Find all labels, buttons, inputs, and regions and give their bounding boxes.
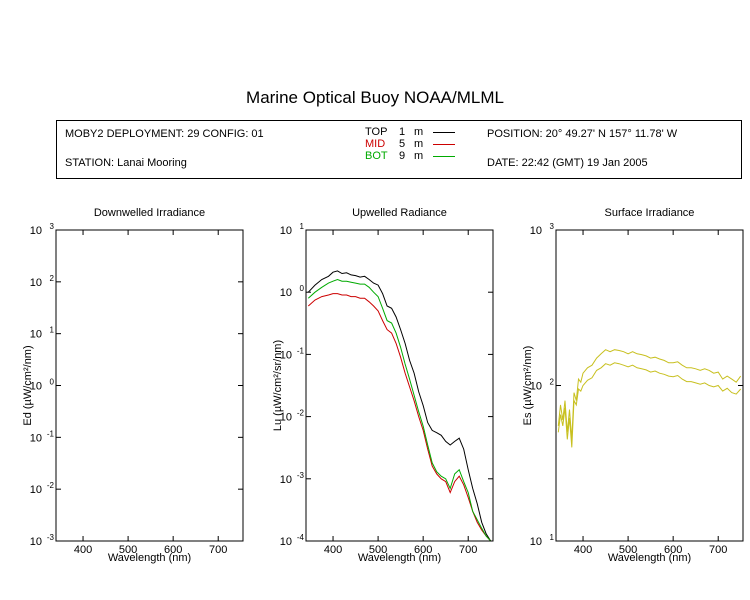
series-line-es-lower bbox=[557, 362, 742, 448]
y-tick-label: 10 bbox=[280, 349, 292, 361]
position-text: POSITION: 20° 49.27' N 157° 11.78' W bbox=[487, 128, 678, 140]
deployment-text: MOBY2 DEPLOYMENT: 29 CONFIG: 01 bbox=[65, 128, 264, 140]
y-tick-exponent: -3 bbox=[297, 471, 305, 480]
y-tick-exponent: 1 bbox=[50, 326, 55, 335]
x-tick-label: 700 bbox=[709, 544, 727, 556]
series-line-es-upper bbox=[557, 349, 742, 440]
x-tick-label: 400 bbox=[324, 544, 342, 556]
legend-top-unit: m bbox=[414, 126, 424, 138]
chart-es: Surface Irradiance 400 500 600 700 10 1 10 2 10 3 W… bbox=[522, 207, 744, 564]
y-tick-exponent: -1 bbox=[297, 346, 305, 355]
x-tick-label: 700 bbox=[459, 544, 477, 556]
legend-top-line bbox=[433, 132, 455, 133]
x-axis-label: Wavelength (nm) bbox=[608, 552, 691, 564]
y-tick-exponent: 0 bbox=[50, 378, 55, 387]
plot-frame bbox=[55, 229, 244, 542]
legend-bot-unit: m bbox=[414, 150, 424, 162]
series-line-top bbox=[307, 270, 492, 541]
chart-title: Downwelled Irradiance bbox=[94, 207, 205, 219]
x-tick-label: 700 bbox=[209, 544, 227, 556]
figure-title: Marine Optical Buoy NOAA/MLML bbox=[246, 88, 504, 107]
series-line-bot bbox=[307, 278, 492, 541]
y-tick-label: 10 bbox=[30, 536, 42, 548]
y-tick-exponent: 2 bbox=[50, 274, 55, 283]
y-tick-label: 10 bbox=[280, 536, 292, 548]
y-tick-label: 10 bbox=[280, 287, 292, 299]
plot-frame bbox=[555, 229, 744, 542]
y-tick-label: 10 bbox=[280, 225, 292, 237]
y-tick-label: 10 bbox=[530, 536, 542, 548]
y-tick-label: 10 bbox=[30, 381, 42, 393]
y-tick-label: 10 bbox=[530, 381, 542, 393]
y-axis-label: Es (µW/cm²/nm) bbox=[522, 346, 534, 426]
y-tick-exponent: 1 bbox=[550, 533, 555, 542]
chart-title: Surface Irradiance bbox=[605, 207, 695, 219]
y-tick-exponent: -2 bbox=[297, 409, 305, 418]
legend-top-name: TOP bbox=[365, 126, 388, 138]
x-tick-label: 600 bbox=[664, 544, 682, 556]
x-tick-label: 600 bbox=[164, 544, 182, 556]
y-tick-exponent: 3 bbox=[50, 222, 55, 231]
legend-mid-depth: 5 bbox=[399, 138, 406, 150]
info-box: MOBY2 DEPLOYMENT: 29 CONFIG: 01 STATION:… bbox=[56, 120, 742, 179]
y-axis-label: Lu (µW/cm²/sr/nm) bbox=[272, 340, 284, 431]
legend-mid-line bbox=[433, 144, 455, 145]
y-tick-exponent: 0 bbox=[300, 284, 305, 293]
y-tick-label: 10 bbox=[30, 432, 42, 444]
station-text: STATION: Lanai Mooring bbox=[65, 157, 187, 169]
plot-frame bbox=[305, 229, 494, 542]
y-tick-exponent: -1 bbox=[47, 429, 55, 438]
y-tick-label: 10 bbox=[280, 412, 292, 424]
y-axis-label: Ed (µW/cm²/nm) bbox=[22, 345, 34, 425]
y-tick-exponent: -4 bbox=[297, 533, 305, 542]
x-tick-label: 400 bbox=[574, 544, 592, 556]
y-tick-exponent: 2 bbox=[550, 378, 555, 387]
y-tick-label: 10 bbox=[30, 484, 42, 496]
legend-top-depth: 1 bbox=[399, 126, 406, 138]
y-tick-exponent: 3 bbox=[550, 222, 555, 231]
x-tick-label: 500 bbox=[369, 544, 387, 556]
y-tick-label: 10 bbox=[530, 225, 542, 237]
y-tick-label: 10 bbox=[30, 329, 42, 341]
x-axis-label: Wavelength (nm) bbox=[108, 552, 191, 564]
series-line-mid bbox=[307, 293, 492, 541]
x-tick-label: 400 bbox=[74, 544, 92, 556]
y-tick-exponent: 1 bbox=[300, 222, 305, 231]
date-text: DATE: 22:42 (GMT) 19 Jan 2005 bbox=[487, 157, 648, 169]
x-tick-label: 500 bbox=[619, 544, 637, 556]
legend-bot-line bbox=[433, 156, 455, 157]
y-tick-exponent: -2 bbox=[47, 481, 55, 490]
legend-mid-unit: m bbox=[414, 138, 424, 150]
x-tick-label: 600 bbox=[414, 544, 432, 556]
x-tick-label: 500 bbox=[119, 544, 137, 556]
legend-bot-name: BOT bbox=[365, 150, 388, 162]
x-axis-label: Wavelength (nm) bbox=[358, 552, 441, 564]
legend-mid-name: MID bbox=[365, 138, 386, 150]
y-tick-exponent: -3 bbox=[47, 533, 55, 542]
y-tick-label: 10 bbox=[30, 225, 42, 237]
legend-bot-depth: 9 bbox=[399, 150, 406, 162]
y-tick-label: 10 bbox=[280, 474, 292, 486]
chart-title: Upwelled Radiance bbox=[352, 207, 447, 219]
y-tick-label: 10 bbox=[30, 277, 42, 289]
